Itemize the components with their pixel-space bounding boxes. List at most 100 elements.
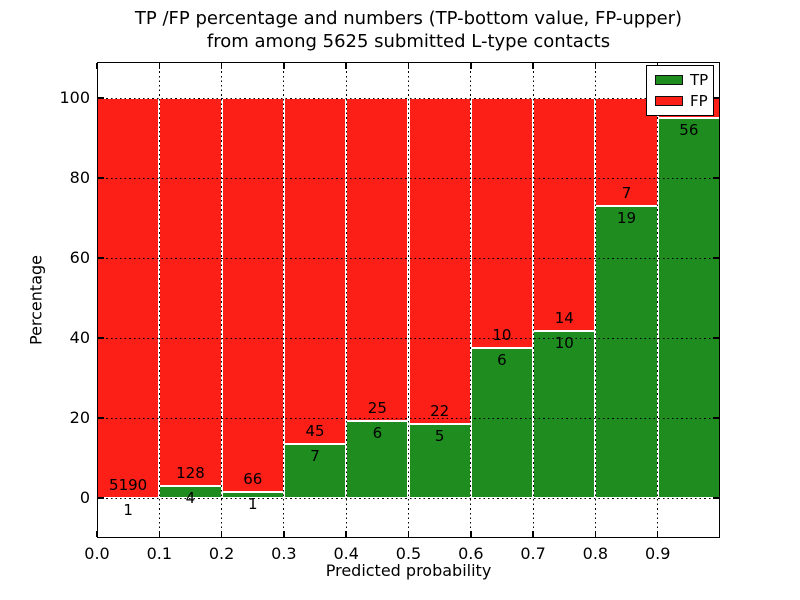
horizontal-gridline — [97, 417, 720, 419]
bar-segment-tp — [283, 444, 347, 498]
bar-segment-fp — [470, 98, 534, 348]
y-tick-label: 0 — [79, 488, 90, 507]
vertical-gridline — [657, 62, 659, 538]
tp-count-label: 56 — [679, 121, 699, 140]
legend-label: FP — [690, 92, 708, 110]
y-tick-label: 40 — [69, 328, 90, 347]
horizontal-gridline — [97, 497, 720, 499]
x-tick-mark — [407, 531, 410, 537]
y-tick-mark-right — [713, 337, 719, 339]
x-tick-label: 0.8 — [582, 544, 609, 563]
vertical-gridline — [594, 62, 596, 538]
y-tick-mark-right — [713, 417, 719, 419]
fp-count-label: 25 — [367, 398, 387, 417]
x-tick-mark — [345, 531, 347, 537]
horizontal-gridline — [97, 337, 720, 339]
x-tick-mark — [220, 531, 223, 537]
x-tick-mark — [96, 531, 98, 537]
y-tick-mark — [98, 97, 104, 99]
x-tick-mark — [656, 531, 659, 537]
y-tick-mark — [98, 257, 104, 259]
bar-segment-tp — [221, 492, 284, 498]
legend-label: TP — [690, 71, 709, 89]
x-tick-mark — [158, 531, 161, 537]
chart-title-line2: from among 5625 submitted L-type contact… — [206, 31, 611, 52]
legend-item: FP — [655, 92, 708, 110]
fp-count-label: 14 — [554, 309, 574, 328]
y-tick-label: 20 — [69, 408, 90, 427]
x-tick-mark-top — [407, 63, 410, 69]
legend-swatch-tp — [655, 75, 683, 85]
x-tick-mark — [283, 531, 285, 537]
tp-count-label: 4 — [185, 488, 196, 507]
y-tick-mark-right — [713, 177, 719, 179]
fp-count-label: 128 — [176, 463, 205, 482]
x-axis-label: Predicted probability — [325, 561, 492, 580]
bar-segment-fp — [346, 98, 409, 421]
horizontal-gridline — [97, 257, 720, 259]
fp-count-label: 45 — [305, 422, 325, 441]
y-tick-mark — [98, 337, 104, 339]
bar-segment-tp — [346, 420, 409, 498]
x-tick-mark-top — [158, 63, 161, 69]
x-tick-mark — [594, 531, 597, 537]
tp-count-label: 5 — [434, 426, 445, 445]
bar-segment-tp — [470, 348, 534, 498]
legend-item: TP — [655, 71, 709, 89]
bar-segment-fp — [283, 98, 347, 445]
tp-count-label: 1 — [123, 500, 133, 519]
fp-count-label: 7 — [621, 183, 632, 202]
bar-segment-fp — [533, 98, 596, 332]
y-tick-mark — [98, 417, 104, 419]
fp-count-label: 22 — [430, 401, 450, 420]
bar-segment-fp — [159, 98, 222, 486]
horizontal-gridline — [97, 97, 720, 99]
y-tick-mark — [98, 497, 104, 499]
tp-count-label: 1 — [247, 495, 258, 514]
fp-count-label: 5190 — [109, 475, 148, 494]
x-tick-mark-top — [220, 63, 223, 69]
tp-count-label: 19 — [616, 208, 637, 227]
x-tick-label: 0.3 — [271, 544, 297, 563]
vertical-gridline — [532, 62, 534, 538]
x-tick-mark-top — [283, 63, 285, 69]
x-tick-label: 0.7 — [520, 544, 546, 563]
y-tick-label: 80 — [69, 168, 90, 187]
horizontal-gridline — [97, 177, 720, 179]
bar-segment-tp — [408, 423, 471, 498]
y-tick-mark — [98, 177, 104, 179]
x-tick-label: 0.0 — [84, 544, 110, 563]
x-tick-mark-top — [470, 63, 472, 69]
vertical-gridline — [221, 62, 223, 538]
vertical-gridline — [408, 62, 409, 538]
fp-count-label: 66 — [243, 470, 263, 489]
y-tick-mark-right — [713, 497, 719, 499]
vertical-gridline — [158, 62, 160, 538]
vertical-gridline — [283, 62, 285, 538]
tp-count-label: 6 — [497, 351, 507, 369]
vertical-gridline — [345, 62, 347, 538]
x-tick-label: 0.5 — [395, 544, 422, 563]
bar-segment-fp — [97, 98, 160, 498]
legend-swatch-fp — [655, 96, 683, 106]
tp-count-label: 10 — [554, 334, 574, 353]
bar-segment-fp — [408, 98, 471, 424]
bar-segment-tp — [159, 485, 222, 498]
x-tick-label: 0.2 — [208, 544, 235, 563]
x-tick-mark-top — [96, 63, 98, 69]
y-tick-label: 100 — [59, 88, 90, 107]
x-tick-label: 0.9 — [644, 544, 671, 563]
y-tick-mark-right — [713, 257, 719, 259]
x-tick-label: 0.4 — [333, 544, 359, 563]
y-tick-mark-right — [713, 97, 719, 99]
x-tick-mark — [532, 531, 534, 537]
x-tick-mark-top — [532, 63, 534, 69]
bar-segment-fp — [221, 98, 284, 493]
bar-segment-tp — [533, 331, 596, 498]
legend: TP FP — [646, 65, 714, 116]
vertical-gridline — [470, 62, 472, 538]
x-tick-mark — [470, 531, 472, 537]
fp-count-label: 10 — [492, 326, 512, 344]
y-tick-label: 60 — [69, 248, 90, 267]
